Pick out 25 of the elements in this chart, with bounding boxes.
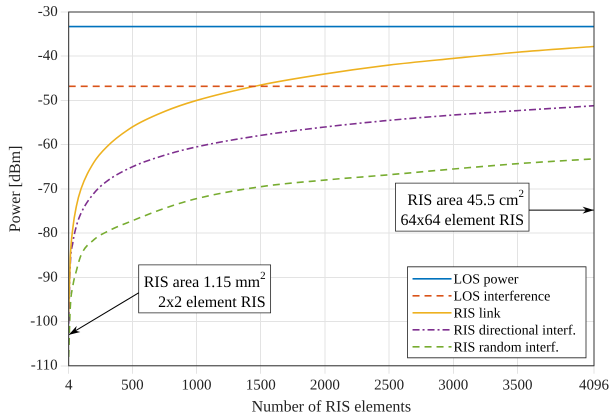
y-axis-title: Power [dBm] <box>6 146 24 232</box>
legend-label: RIS link <box>454 306 501 322</box>
legend-label: RIS directional interf. <box>454 323 576 338</box>
x-tick-label: 500 <box>121 378 144 394</box>
y-tick-label: -70 <box>38 180 58 197</box>
y-tick-label: -40 <box>38 48 58 64</box>
x-tick-label: 1500 <box>246 378 276 394</box>
y-tick-label: -100 <box>30 314 58 330</box>
x-tick-label: 2500 <box>374 378 404 394</box>
x-tick-label: 3000 <box>438 378 468 394</box>
y-tick-label: -110 <box>30 358 58 374</box>
x-tick-label: 3500 <box>502 378 532 394</box>
legend-label: LOS interference <box>454 289 550 304</box>
x-tick-label: 2000 <box>310 378 340 394</box>
x-axis-title: Number of RIS elements <box>252 398 412 416</box>
x-tick-label: 4096 <box>579 378 610 394</box>
y-tick-label: -30 <box>38 4 58 20</box>
y-tick-label: -80 <box>38 225 58 242</box>
x-tick-label: 1000 <box>182 378 212 394</box>
x-tick-label: 4 <box>64 378 73 394</box>
y-tick-label: -60 <box>38 136 58 153</box>
y-tick-label: -90 <box>38 269 58 286</box>
legend-label: LOS power <box>454 272 519 288</box>
legend-label: RIS random interf. <box>454 340 559 356</box>
y-tick-label: -50 <box>38 92 58 108</box>
